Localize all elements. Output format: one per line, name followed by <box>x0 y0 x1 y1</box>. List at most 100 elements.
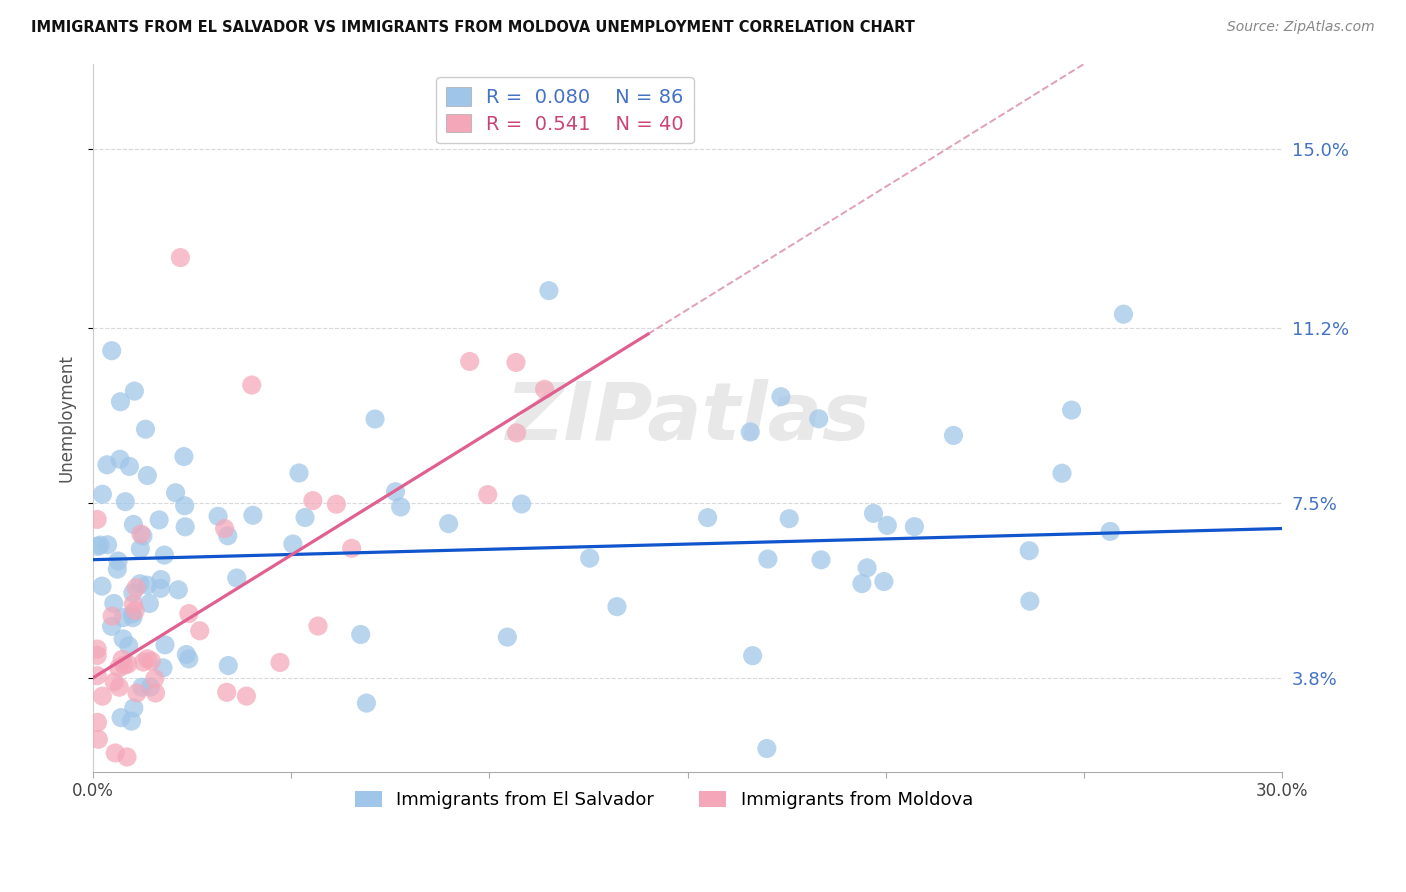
Point <box>129 527 152 541</box>
Point <box>214 522 236 536</box>
Point <box>1018 543 1040 558</box>
Point <box>107 554 129 568</box>
Point <box>862 507 884 521</box>
Text: ZIPatlas: ZIPatlas <box>505 379 870 457</box>
Point <box>122 701 145 715</box>
Point <box>149 582 172 596</box>
Point <box>87 732 110 747</box>
Point <box>810 553 832 567</box>
Point <box>350 627 373 641</box>
Point <box>510 497 533 511</box>
Point <box>86 512 108 526</box>
Point <box>105 562 128 576</box>
Point <box>97 538 120 552</box>
Point <box>91 579 114 593</box>
Point <box>477 487 499 501</box>
Point <box>104 746 127 760</box>
Point <box>741 648 763 663</box>
Point <box>696 510 718 524</box>
Point <box>138 597 160 611</box>
Point <box>132 655 155 669</box>
Point <box>496 630 519 644</box>
Point <box>505 425 527 440</box>
Point <box>1050 467 1073 481</box>
Point <box>356 696 378 710</box>
Point <box>242 508 264 523</box>
Point <box>756 552 779 566</box>
Point <box>111 652 134 666</box>
Point <box>281 537 304 551</box>
Point <box>364 412 387 426</box>
Point <box>307 619 329 633</box>
Point <box>167 582 190 597</box>
Point <box>235 689 257 703</box>
Point <box>153 548 176 562</box>
Point <box>505 355 527 369</box>
Point <box>755 741 778 756</box>
Point <box>851 576 873 591</box>
Point <box>100 343 122 358</box>
Point <box>141 654 163 668</box>
Point <box>118 459 141 474</box>
Point <box>807 411 830 425</box>
Point <box>91 689 114 703</box>
Text: Source: ZipAtlas.com: Source: ZipAtlas.com <box>1227 20 1375 34</box>
Point <box>288 466 311 480</box>
Point <box>578 551 600 566</box>
Point <box>215 685 238 699</box>
Point <box>340 541 363 556</box>
Point <box>458 354 481 368</box>
Point <box>110 711 132 725</box>
Point <box>294 510 316 524</box>
Point <box>136 468 159 483</box>
Point <box>177 652 200 666</box>
Point <box>86 540 108 554</box>
Point <box>302 493 325 508</box>
Point <box>225 571 247 585</box>
Point <box>207 509 229 524</box>
Point <box>103 596 125 610</box>
Point <box>325 497 347 511</box>
Point <box>1112 307 1135 321</box>
Point <box>122 610 145 624</box>
Point <box>169 251 191 265</box>
Point <box>131 680 153 694</box>
Point <box>148 513 170 527</box>
Point <box>437 516 460 531</box>
Point <box>873 574 896 589</box>
Point <box>217 658 239 673</box>
Point <box>165 485 187 500</box>
Point <box>240 378 263 392</box>
Point <box>269 656 291 670</box>
Point <box>145 686 167 700</box>
Point <box>101 609 124 624</box>
Point <box>86 715 108 730</box>
Point <box>740 425 762 439</box>
Point <box>103 675 125 690</box>
Point <box>124 604 146 618</box>
Point <box>153 638 176 652</box>
Point <box>942 428 965 442</box>
Point <box>125 686 148 700</box>
Point <box>134 422 156 436</box>
Point <box>173 450 195 464</box>
Point <box>1060 403 1083 417</box>
Point <box>876 518 898 533</box>
Point <box>122 597 145 611</box>
Point <box>124 384 146 398</box>
Point <box>537 284 560 298</box>
Point <box>110 394 132 409</box>
Point <box>177 607 200 621</box>
Point <box>125 581 148 595</box>
Point <box>176 648 198 662</box>
Point <box>107 661 129 675</box>
Point <box>89 538 111 552</box>
Point <box>139 680 162 694</box>
Point <box>1099 524 1122 539</box>
Point <box>129 576 152 591</box>
Point <box>606 599 628 614</box>
Legend: Immigrants from El Salvador, Immigrants from Moldova: Immigrants from El Salvador, Immigrants … <box>347 783 980 816</box>
Point <box>117 657 139 672</box>
Point <box>121 586 143 600</box>
Point <box>533 382 555 396</box>
